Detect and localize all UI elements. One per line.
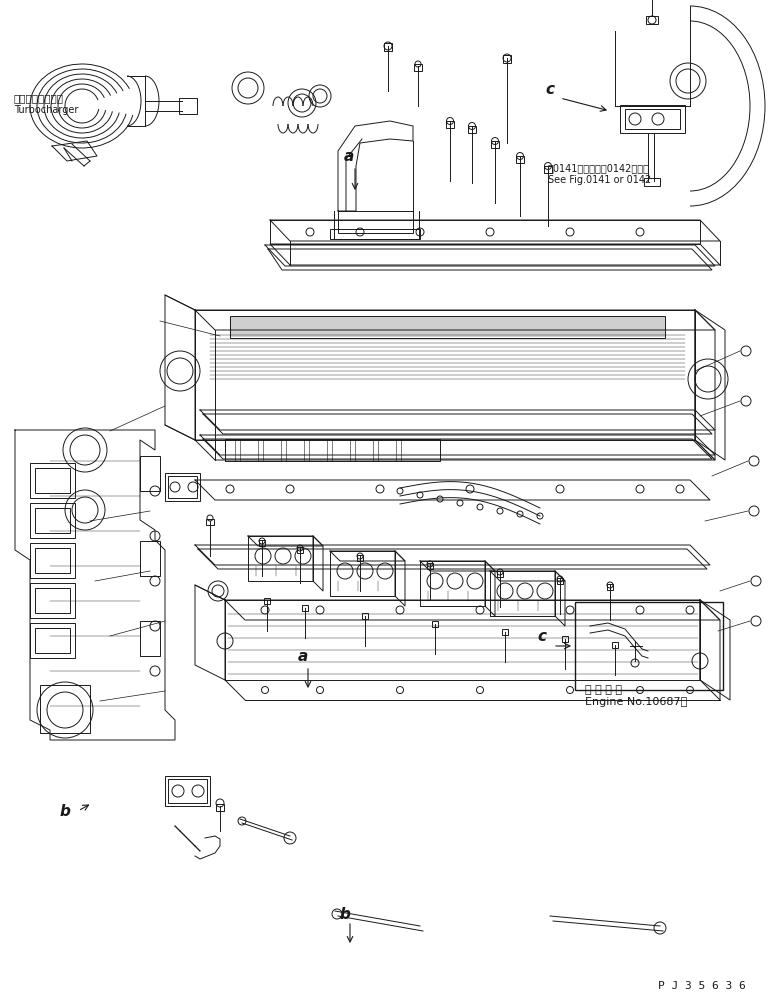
Bar xyxy=(35,468,70,493)
Bar xyxy=(35,508,70,533)
Bar xyxy=(35,588,70,613)
Bar xyxy=(468,126,476,133)
Bar xyxy=(612,642,618,648)
Bar xyxy=(427,563,433,569)
Bar xyxy=(544,166,552,173)
Bar xyxy=(206,519,214,525)
Bar xyxy=(168,779,207,803)
Bar xyxy=(165,473,200,500)
Bar xyxy=(491,141,499,148)
Bar xyxy=(40,685,90,733)
Text: 通 用 号 機: 通 用 号 機 xyxy=(585,685,622,695)
Bar xyxy=(30,623,75,658)
Bar xyxy=(503,55,511,63)
Bar xyxy=(446,121,454,128)
Bar xyxy=(35,628,70,653)
Bar xyxy=(179,98,197,114)
Bar xyxy=(264,598,270,604)
Bar xyxy=(30,583,75,618)
Text: 第0141図または第0142図参照: 第0141図または第0142図参照 xyxy=(548,163,650,173)
Text: b: b xyxy=(340,907,351,922)
Bar xyxy=(259,540,265,546)
Bar xyxy=(297,547,303,553)
Text: P J 3 5 6 3 6: P J 3 5 6 3 6 xyxy=(658,981,746,991)
Text: c: c xyxy=(537,629,546,644)
Bar xyxy=(140,621,160,656)
Bar xyxy=(575,602,723,690)
Text: a: a xyxy=(298,649,308,664)
Text: Turbocharger: Turbocharger xyxy=(14,105,78,115)
Bar xyxy=(35,548,70,573)
Bar xyxy=(625,109,680,129)
Bar xyxy=(216,804,224,811)
Bar xyxy=(330,229,420,239)
Bar xyxy=(502,629,508,635)
Bar xyxy=(384,43,392,51)
Bar xyxy=(362,613,368,619)
Bar xyxy=(168,476,197,498)
Bar xyxy=(357,555,363,561)
Bar xyxy=(338,211,413,233)
Bar xyxy=(30,543,75,578)
Bar xyxy=(620,105,685,133)
Bar xyxy=(30,463,75,498)
Bar xyxy=(432,621,438,627)
Text: a: a xyxy=(344,149,354,164)
Bar xyxy=(562,636,568,642)
Bar xyxy=(140,456,160,491)
Bar xyxy=(230,316,665,338)
Bar xyxy=(140,541,160,576)
Bar xyxy=(497,571,503,577)
Bar xyxy=(414,64,422,71)
Text: Engine No.10687～: Engine No.10687～ xyxy=(585,697,687,707)
Bar xyxy=(225,439,440,461)
Text: See Fig.0141 or 0142: See Fig.0141 or 0142 xyxy=(548,175,651,185)
Bar xyxy=(30,503,75,538)
Bar xyxy=(516,156,524,163)
Bar xyxy=(165,776,210,806)
Bar xyxy=(644,178,660,186)
Bar xyxy=(646,16,658,24)
Text: b: b xyxy=(60,804,71,819)
Bar xyxy=(557,578,563,584)
Text: ターボチャージャ: ターボチャージャ xyxy=(14,93,64,103)
Bar xyxy=(302,605,308,611)
Bar xyxy=(607,584,613,590)
Text: c: c xyxy=(545,82,554,97)
